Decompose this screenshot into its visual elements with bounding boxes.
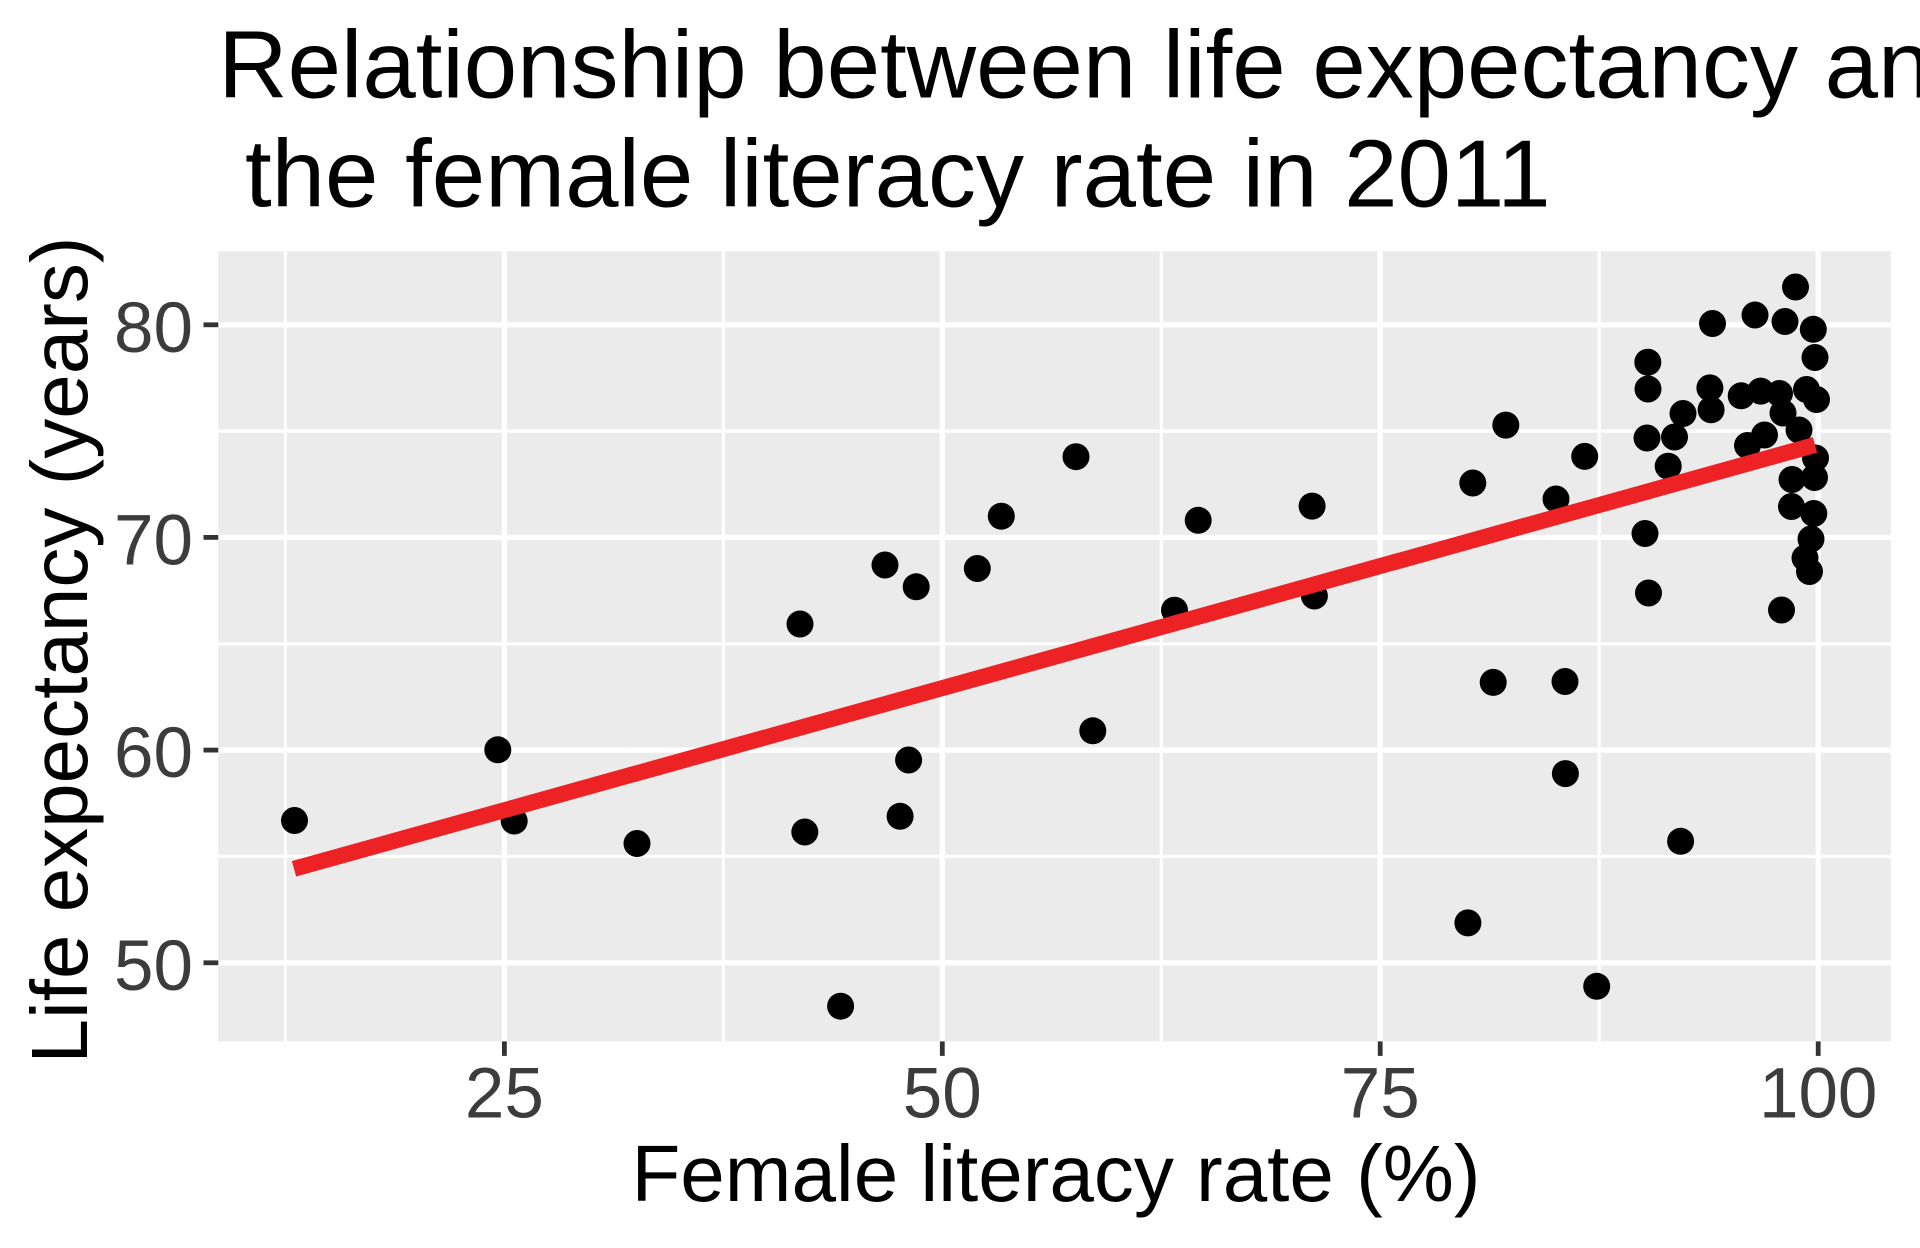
svg-text:50: 50 <box>114 927 193 1006</box>
svg-text:Female literacy rate (%): Female literacy rate (%) <box>631 1129 1480 1218</box>
svg-text:100: 100 <box>1759 1055 1877 1134</box>
svg-text:75: 75 <box>1341 1055 1420 1134</box>
svg-text:50: 50 <box>903 1055 982 1134</box>
svg-text:the female literacy rate in 20: the female literacy rate in 2011 <box>218 121 1550 228</box>
svg-text:80: 80 <box>114 289 193 368</box>
svg-text:60: 60 <box>114 714 193 793</box>
svg-text:25: 25 <box>465 1055 544 1134</box>
svg-text:Relationship between life expe: Relationship between life expectancy and <box>218 11 1920 118</box>
svg-text:Life expectancy (years): Life expectancy (years) <box>15 236 104 1063</box>
svg-text:70: 70 <box>114 501 193 580</box>
